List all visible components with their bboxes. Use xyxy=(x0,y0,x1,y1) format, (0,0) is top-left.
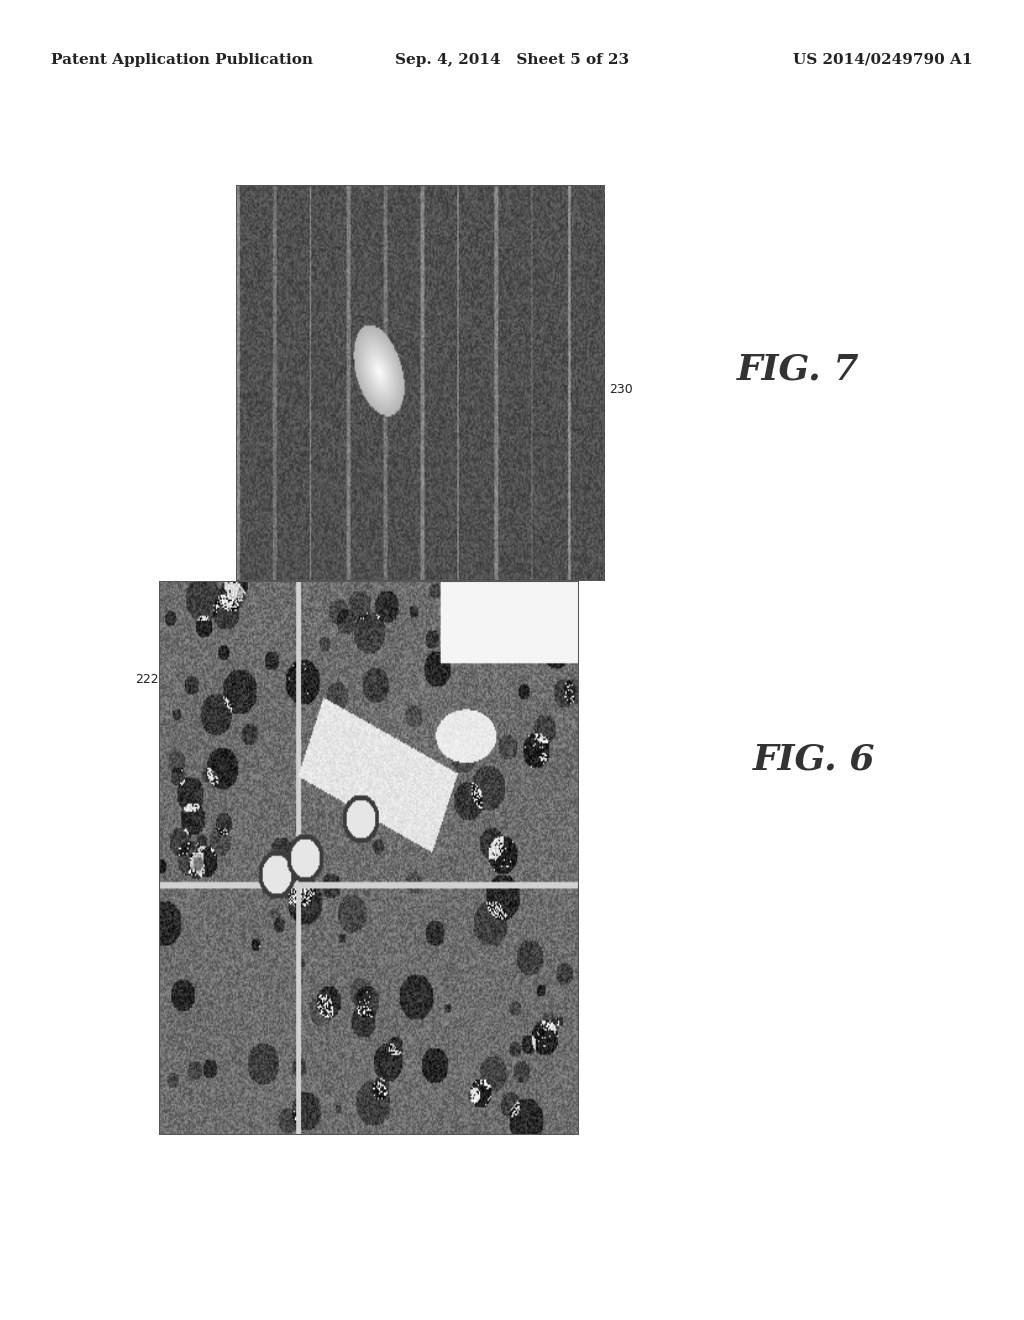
Text: Sep. 4, 2014   Sheet 5 of 23: Sep. 4, 2014 Sheet 5 of 23 xyxy=(395,53,629,67)
Bar xyxy=(159,581,579,1135)
Text: US 2014/0249790 A1: US 2014/0249790 A1 xyxy=(794,53,973,67)
Text: 226: 226 xyxy=(364,991,384,1002)
Bar xyxy=(236,185,604,581)
Text: 222: 222 xyxy=(135,673,164,686)
Text: FIG. 6: FIG. 6 xyxy=(753,742,876,776)
Text: 224: 224 xyxy=(184,722,195,743)
Text: Patent Application Publication: Patent Application Publication xyxy=(51,53,313,67)
Text: FIG. 7: FIG. 7 xyxy=(737,352,860,387)
Text: 230: 230 xyxy=(566,383,633,403)
